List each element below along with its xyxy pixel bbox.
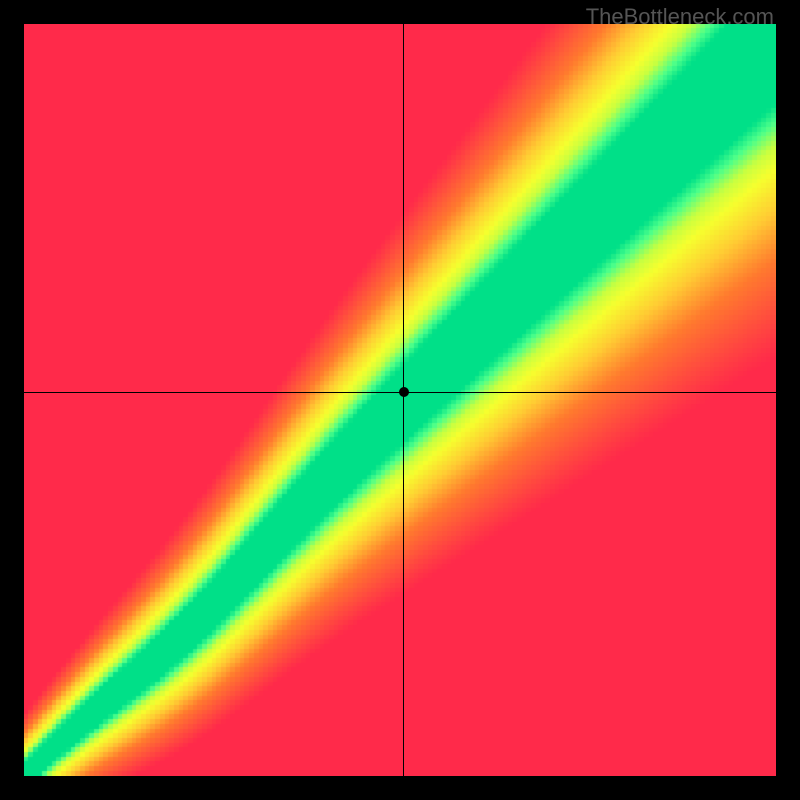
selection-marker <box>399 387 409 397</box>
crosshair-vertical <box>403 24 404 776</box>
watermark-text: TheBottleneck.com <box>586 4 774 30</box>
chart-container: TheBottleneck.com <box>0 0 800 800</box>
bottleneck-heatmap <box>24 24 776 776</box>
